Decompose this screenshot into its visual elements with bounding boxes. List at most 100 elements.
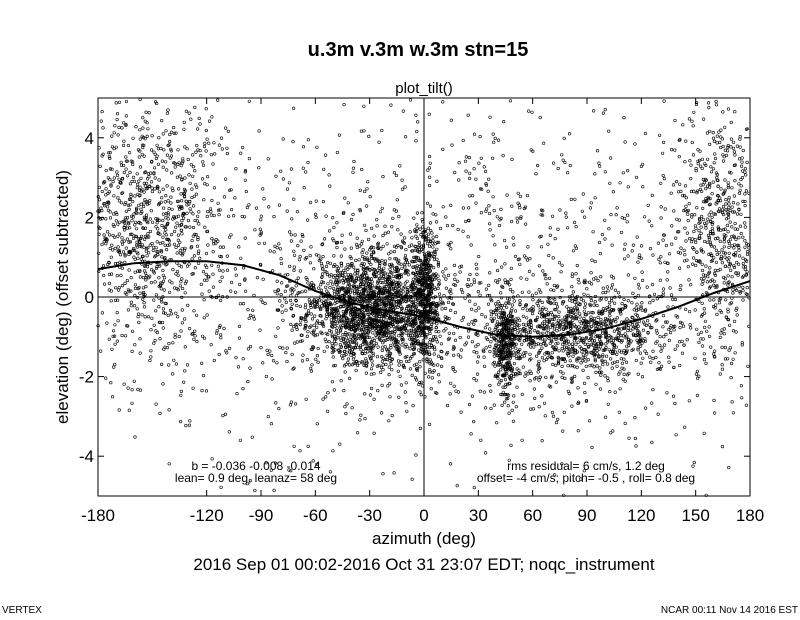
data-point [190, 195, 194, 200]
data-point [662, 335, 666, 339]
data-point [384, 321, 388, 325]
data-point [191, 174, 195, 178]
data-point [746, 364, 750, 368]
data-point [714, 260, 719, 264]
data-point [693, 213, 697, 217]
data-point [251, 314, 255, 319]
data-point [383, 333, 387, 337]
data-point [435, 247, 439, 251]
data-point [166, 217, 170, 221]
data-point [355, 363, 360, 368]
data-point [475, 272, 479, 277]
data-point [392, 244, 397, 248]
data-point [185, 147, 189, 151]
data-point [388, 335, 393, 339]
data-point [131, 199, 135, 204]
data-point [141, 126, 145, 130]
data-point [506, 365, 510, 369]
data-point [162, 347, 166, 351]
data-point [586, 358, 590, 362]
data-point [144, 187, 148, 191]
data-point [743, 267, 747, 272]
data-point [687, 237, 692, 241]
data-point [390, 368, 394, 372]
data-point [121, 163, 126, 168]
data-point [421, 288, 425, 293]
data-point [594, 344, 599, 348]
data-point [638, 333, 642, 337]
data-point [125, 226, 130, 230]
data-point [625, 317, 629, 321]
data-point [738, 290, 742, 294]
data-point [364, 357, 368, 361]
data-point [394, 338, 399, 342]
data-point [726, 230, 730, 234]
data-point [500, 403, 504, 408]
data-point [344, 331, 348, 335]
data-point [711, 167, 716, 171]
data-point [419, 344, 423, 348]
data-point [579, 321, 583, 325]
data-point [360, 324, 365, 328]
data-point [413, 255, 417, 259]
data-point [123, 253, 127, 257]
data-point [542, 340, 547, 344]
data-point [620, 361, 625, 365]
data-point [600, 309, 605, 313]
data-point [143, 237, 147, 241]
data-point [180, 247, 184, 251]
data-point [557, 349, 561, 353]
data-point [606, 376, 610, 380]
data-point [385, 242, 389, 246]
data-point [630, 301, 634, 305]
data-point [153, 280, 157, 284]
data-point [414, 367, 419, 371]
data-point [166, 199, 170, 203]
data-point [484, 451, 488, 455]
data-point [716, 225, 720, 229]
data-point [633, 436, 638, 441]
data-point [649, 326, 653, 330]
data-point [395, 341, 400, 345]
data-point [292, 249, 296, 253]
data-point [165, 222, 169, 226]
data-point [432, 335, 436, 339]
data-point [677, 218, 682, 222]
data-point [348, 232, 353, 236]
data-point [374, 327, 378, 331]
data-point [632, 325, 636, 329]
data-point [119, 273, 123, 278]
data-point [145, 134, 149, 138]
data-point [382, 274, 386, 279]
data-point [147, 251, 151, 255]
data-point [741, 256, 745, 260]
data-point [172, 125, 176, 130]
data-point [161, 218, 165, 223]
data-point [399, 360, 403, 364]
data-point [111, 223, 115, 227]
data-point [704, 264, 708, 268]
data-point [584, 359, 588, 363]
data-point [430, 287, 435, 291]
data-point [503, 314, 507, 318]
data-point [582, 339, 586, 343]
data-point [127, 197, 132, 201]
data-point [414, 320, 418, 324]
data-point [542, 313, 547, 317]
data-point [138, 165, 143, 169]
data-point [428, 362, 432, 366]
data-point [133, 293, 137, 298]
data-point [520, 290, 524, 294]
data-point [505, 323, 509, 328]
data-point [551, 323, 555, 328]
data-point [152, 323, 156, 327]
data-point [597, 311, 601, 315]
data-point [124, 209, 128, 213]
data-point [629, 328, 633, 332]
data-point [280, 310, 284, 314]
data-point [122, 170, 126, 175]
data-point [726, 216, 731, 220]
data-point [553, 308, 557, 312]
data-point [319, 306, 323, 310]
data-point [307, 298, 311, 302]
